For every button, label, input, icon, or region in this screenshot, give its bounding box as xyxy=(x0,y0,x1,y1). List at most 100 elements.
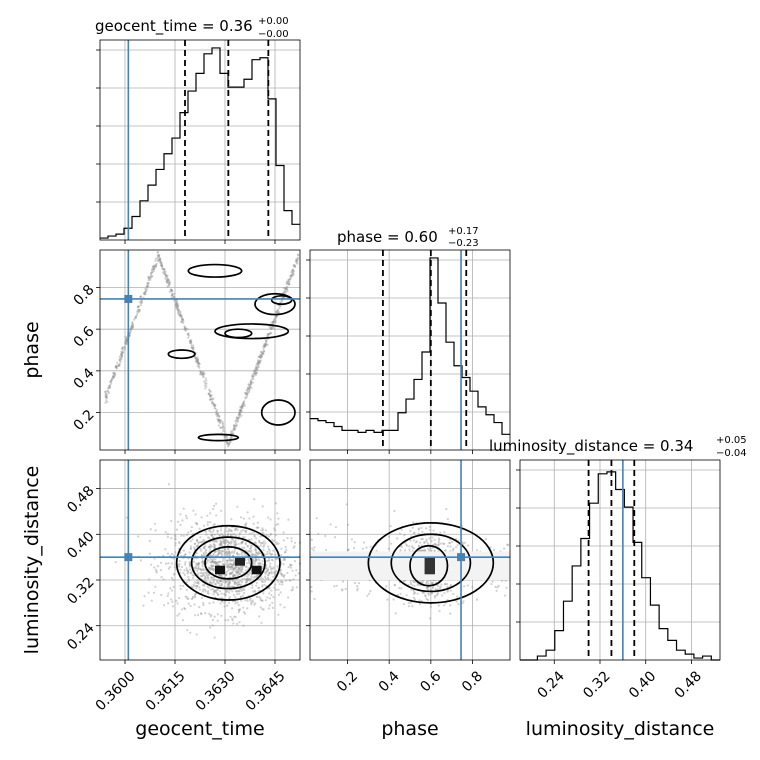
sample-point xyxy=(208,389,211,393)
sample-point xyxy=(289,278,292,281)
sample-point xyxy=(207,576,210,580)
sample-point xyxy=(456,595,459,598)
sample-point xyxy=(229,568,232,571)
sample-point xyxy=(275,315,278,318)
sample-point xyxy=(311,547,314,550)
sample-point xyxy=(190,585,193,588)
sample-point xyxy=(242,405,245,408)
sample-point xyxy=(218,544,221,547)
sample-point xyxy=(206,571,209,574)
sample-point xyxy=(273,320,277,323)
sample-point xyxy=(261,560,264,563)
sample-point xyxy=(246,511,249,514)
sample-point xyxy=(263,343,266,346)
sample-point xyxy=(357,582,360,585)
sample-point xyxy=(229,566,232,569)
sample-point xyxy=(272,321,275,324)
sample-point xyxy=(190,339,193,342)
sample-point xyxy=(244,397,247,400)
sample-point xyxy=(408,548,411,551)
sample-point xyxy=(144,290,147,293)
sample-point xyxy=(413,532,416,535)
sample-point xyxy=(234,544,237,548)
sample-point xyxy=(226,569,229,572)
sample-point xyxy=(187,570,190,574)
sample-point xyxy=(192,346,195,349)
sample-point xyxy=(177,311,180,314)
sample-point xyxy=(216,415,219,418)
sample-point xyxy=(222,541,225,544)
sample-point xyxy=(269,566,272,569)
title-phase: phase = 0.60 xyxy=(337,228,438,246)
sample-point xyxy=(229,437,232,440)
sample-point xyxy=(230,529,233,532)
sample-point xyxy=(246,573,249,576)
sample-point xyxy=(437,543,440,547)
sample-point xyxy=(250,386,253,389)
sample-point xyxy=(435,594,438,597)
sample-point xyxy=(242,587,245,591)
sample-point xyxy=(281,583,284,586)
sample-point xyxy=(222,429,225,432)
sample-point xyxy=(167,279,170,282)
sample-point xyxy=(256,596,259,599)
sample-point xyxy=(155,570,158,573)
sample-point xyxy=(216,593,220,596)
sample-point xyxy=(234,539,237,542)
sample-point xyxy=(291,268,294,271)
sample-point xyxy=(162,578,165,581)
sample-point xyxy=(286,289,289,293)
sample-point xyxy=(218,548,221,552)
sample-point xyxy=(159,261,162,264)
contour-level xyxy=(204,546,253,580)
x-tick-label: 0.3600 xyxy=(93,668,139,714)
sample-point xyxy=(269,327,272,330)
sample-point xyxy=(193,585,196,588)
sample-point xyxy=(208,586,211,589)
sample-point xyxy=(216,562,219,565)
sample-point xyxy=(233,549,236,553)
sample-point xyxy=(226,443,229,446)
sample-point xyxy=(262,344,265,347)
sample-point xyxy=(231,579,234,582)
sample-point xyxy=(137,305,140,308)
sample-point xyxy=(189,530,193,533)
sample-point xyxy=(158,256,161,260)
sample-point xyxy=(218,584,221,587)
sample-point xyxy=(158,260,161,263)
sample-point xyxy=(283,290,286,293)
sample-point xyxy=(200,372,203,375)
sample-point xyxy=(224,581,227,584)
sample-point xyxy=(238,568,241,571)
sample-point xyxy=(444,582,447,586)
sample-point xyxy=(148,539,151,543)
sample-point xyxy=(268,332,272,335)
sample-point xyxy=(159,261,162,264)
sample-point xyxy=(196,356,199,359)
sample-point xyxy=(166,279,169,282)
sample-point xyxy=(494,585,497,589)
sample-point xyxy=(213,405,216,408)
sample-point xyxy=(290,273,293,277)
sample-point xyxy=(262,528,265,532)
sample-point xyxy=(202,372,205,376)
sample-point xyxy=(228,441,231,444)
sample-point xyxy=(413,591,417,595)
sample-point xyxy=(252,561,255,565)
sample-point xyxy=(257,562,260,565)
sample-point xyxy=(228,596,232,599)
sample-point xyxy=(271,606,274,610)
sample-point xyxy=(258,615,261,618)
sample-point xyxy=(183,326,186,329)
sample-point xyxy=(204,387,207,390)
sample-point xyxy=(255,364,258,367)
sample-point xyxy=(203,588,206,591)
sample-point xyxy=(191,538,194,541)
sample-point xyxy=(270,326,273,329)
sample-point xyxy=(165,279,169,282)
sample-point xyxy=(260,576,263,579)
sample-point xyxy=(215,591,219,595)
sample-point xyxy=(266,576,270,580)
sample-point xyxy=(176,305,179,308)
sample-point xyxy=(225,526,228,529)
